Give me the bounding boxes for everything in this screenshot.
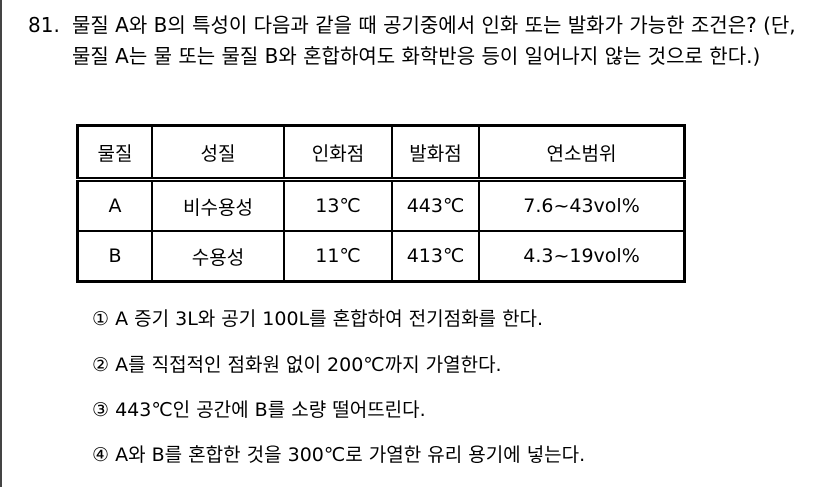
option-2[interactable]: ② A를 직접적인 점화원 없이 200℃까지 가열한다. xyxy=(92,354,502,376)
question-number: 81. xyxy=(28,13,60,37)
cell: 413℃ xyxy=(391,230,480,283)
cell: 13℃ xyxy=(283,178,393,232)
cell: 443℃ xyxy=(391,178,480,232)
header-cell: 발화점 xyxy=(391,124,480,182)
cell: 4.3~19vol% xyxy=(478,230,686,283)
table-header-row: 물질 성질 인화점 발화점 연소범위 xyxy=(76,124,686,182)
header-cell: 연소범위 xyxy=(478,124,686,182)
option-3[interactable]: ③ 443℃인 공간에 B를 소량 떨어뜨린다. xyxy=(92,399,426,421)
option-4[interactable]: ④ A와 B를 혼합한 것을 300℃로 가열한 유리 용기에 넣는다. xyxy=(92,444,586,466)
question: 81. 물질 A와 B의 특성이 다음과 같을 때 공기중에서 인화 또는 발화… xyxy=(28,10,808,72)
cell: A xyxy=(76,178,153,232)
option-1[interactable]: ① A 증기 3L와 공기 100L를 혼합하여 전기점화를 한다. xyxy=(92,308,544,330)
cell: 11℃ xyxy=(283,230,393,283)
table-row: A 비수용성 13℃ 443℃ 7.6~43vol% xyxy=(76,178,686,232)
header-cell: 성질 xyxy=(151,124,285,182)
cell: 수용성 xyxy=(151,230,285,283)
cell: 7.6~43vol% xyxy=(478,178,686,232)
header-cell: 인화점 xyxy=(283,124,393,182)
cell: B xyxy=(76,230,153,283)
properties-table: 물질 성질 인화점 발화점 연소범위 A 비수용성 13℃ 443℃ 7.6~4… xyxy=(76,124,686,283)
header-cell: 물질 xyxy=(76,124,153,182)
question-text: 물질 A와 B의 특성이 다음과 같을 때 공기중에서 인화 또는 발화가 가능… xyxy=(72,13,796,68)
cell: 비수용성 xyxy=(151,178,285,232)
table-row: B 수용성 11℃ 413℃ 4.3~19vol% xyxy=(76,230,686,283)
